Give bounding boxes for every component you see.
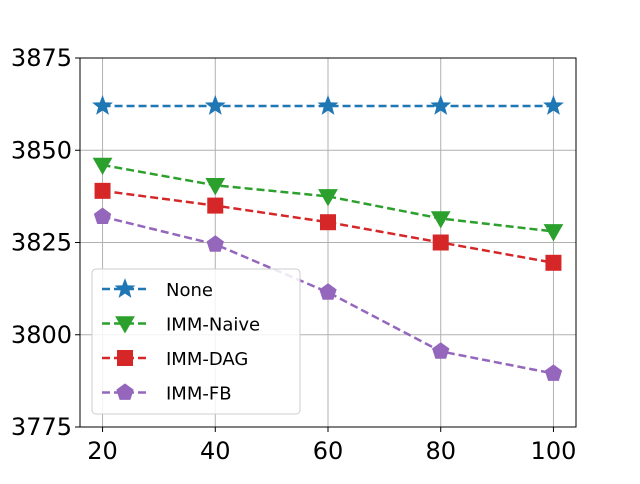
legend-label: IMM-Naive: [166, 315, 260, 336]
x-tick-label: 20: [87, 437, 118, 465]
x-tick-label: 40: [200, 437, 231, 465]
data-point: [92, 95, 113, 115]
legend-label: IMM-FB: [166, 384, 232, 405]
data-point: [317, 95, 339, 115]
x-tick-label: 100: [531, 437, 577, 465]
data-point: [430, 211, 451, 229]
y-tick-label: 3850: [11, 136, 72, 164]
series-line: [102, 215, 554, 375]
y-tick-label: 3800: [11, 321, 72, 349]
legend: None IMM-Naive IMM-DAG IMM-FB: [91, 268, 301, 415]
legend-marker: [114, 278, 136, 298]
legend-item-imm-fb: IMM-FB: [102, 383, 232, 405]
legend-marker: [117, 350, 133, 366]
y-tick-label: 3875: [11, 44, 72, 72]
legend-item-none: None: [102, 278, 213, 301]
data-point: [92, 157, 113, 176]
legend-marker: [115, 316, 135, 334]
data-point: [204, 95, 226, 115]
x-tick-label: 60: [313, 437, 344, 465]
legend-label: None: [166, 280, 213, 301]
data-point: [544, 364, 563, 381]
data-point: [94, 182, 111, 199]
data-point: [207, 197, 224, 214]
data-point: [543, 95, 564, 115]
series-imm-naive: [92, 157, 564, 242]
y-tick-label: 3775: [11, 413, 72, 441]
legend-box: [91, 268, 301, 415]
series-line: [102, 163, 554, 233]
data-point: [432, 234, 449, 251]
series-line: [102, 189, 554, 265]
y-tick-label: 3825: [11, 229, 72, 257]
data-point: [206, 235, 224, 252]
series-layer: [92, 95, 564, 381]
data-point: [93, 207, 112, 225]
series-imm-dag: [94, 182, 562, 271]
x-tick-label: 80: [425, 437, 456, 465]
legend-item-imm-naive: IMM-Naive: [102, 315, 260, 336]
data-point: [432, 342, 450, 359]
data-point: [205, 178, 226, 196]
legend-item-imm-dag: IMM-DAG: [102, 349, 248, 370]
data-point: [543, 224, 564, 242]
data-point: [545, 254, 562, 271]
legend-label: IMM-DAG: [166, 349, 248, 370]
data-point: [320, 214, 336, 231]
legend-marker: [116, 383, 134, 400]
axis-layer: 20 40 60 80 100 3775 3800 3825 3850 3875: [11, 44, 576, 465]
data-point: [318, 189, 338, 207]
series-none: [92, 95, 564, 115]
data-point: [319, 283, 337, 300]
series-imm-fb: [93, 207, 563, 381]
data-point: [430, 95, 452, 115]
